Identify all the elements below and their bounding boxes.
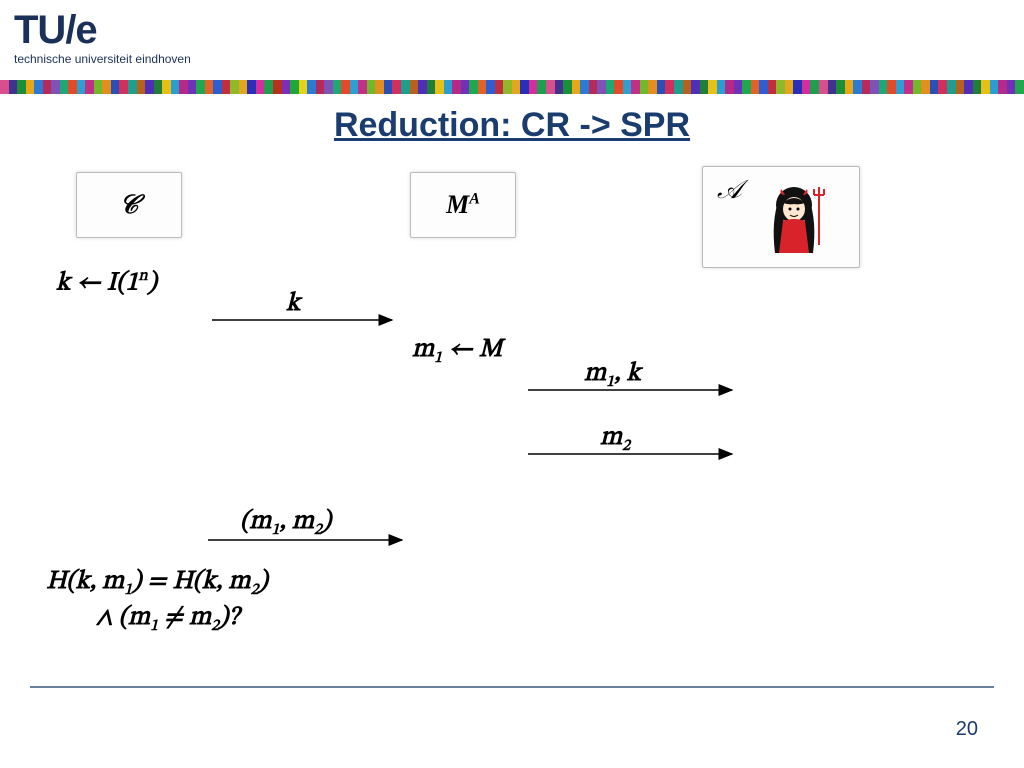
formula-key-gen: k ← I(1n) [56,266,157,301]
formula-hash-equal: H(k, m1) = H(k, m2) [46,566,268,600]
adversary-label: 𝒜 [717,175,742,206]
page-number: 20 [956,718,978,741]
machine-box: MA [410,172,516,238]
adversary-icon [759,181,829,261]
adversary-box: 𝒜 [702,166,860,268]
arrow-label-return: (m1, m2) [240,506,331,540]
arrow-label-m1-k: m1, k [584,358,641,392]
machine-base: M [446,190,469,219]
formula-m1-gen: m1 ← M [412,334,502,368]
arrow-label-m2: m2 [600,422,630,456]
challenger-box: 𝒞 [76,172,182,238]
arrow-label-k: k [286,288,300,321]
machine-sup: A [469,190,480,207]
footer-rule [30,686,994,688]
slide-title: Reduction: CR -> SPR [0,106,1024,145]
machine-label: MA [446,190,480,220]
decorative-stripe [0,80,1024,94]
formula-not-equal: ∧ (m1 ≠ m2)? [96,602,239,636]
logo-main: TU/e [14,10,191,50]
university-logo: TU/e technische universiteit eindhoven [14,10,191,66]
logo-subtitle: technische universiteit eindhoven [14,52,191,66]
challenger-label: 𝒞 [120,190,139,221]
